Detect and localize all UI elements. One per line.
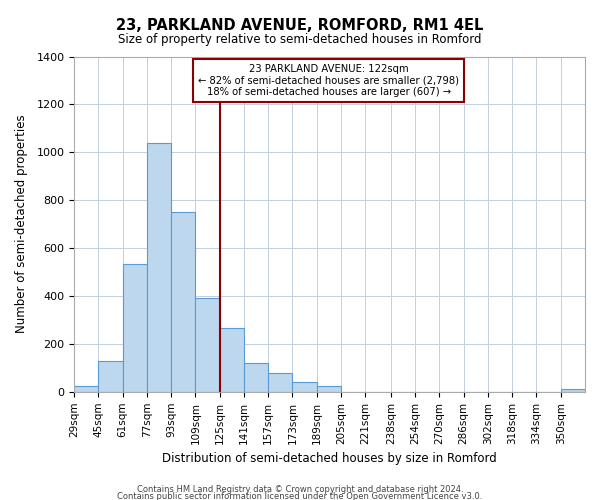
Bar — [292, 382, 317, 392]
Bar — [561, 390, 585, 392]
X-axis label: Distribution of semi-detached houses by size in Romford: Distribution of semi-detached houses by … — [162, 452, 497, 465]
Bar — [268, 372, 292, 392]
Text: Contains public sector information licensed under the Open Government Licence v3: Contains public sector information licen… — [118, 492, 482, 500]
Bar — [171, 212, 196, 392]
Text: 23, PARKLAND AVENUE, ROMFORD, RM1 4EL: 23, PARKLAND AVENUE, ROMFORD, RM1 4EL — [116, 18, 484, 32]
Bar — [147, 142, 171, 392]
Y-axis label: Number of semi-detached properties: Number of semi-detached properties — [15, 115, 28, 334]
Bar — [317, 386, 341, 392]
Bar — [74, 386, 98, 392]
Bar — [244, 363, 268, 392]
Bar — [220, 328, 244, 392]
Text: Contains HM Land Registry data © Crown copyright and database right 2024.: Contains HM Land Registry data © Crown c… — [137, 484, 463, 494]
Text: 23 PARKLAND AVENUE: 122sqm
← 82% of semi-detached houses are smaller (2,798)
18%: 23 PARKLAND AVENUE: 122sqm ← 82% of semi… — [199, 64, 460, 97]
Bar — [196, 298, 220, 392]
Bar — [122, 264, 147, 392]
Bar — [98, 360, 122, 392]
Text: Size of property relative to semi-detached houses in Romford: Size of property relative to semi-detach… — [118, 32, 482, 46]
